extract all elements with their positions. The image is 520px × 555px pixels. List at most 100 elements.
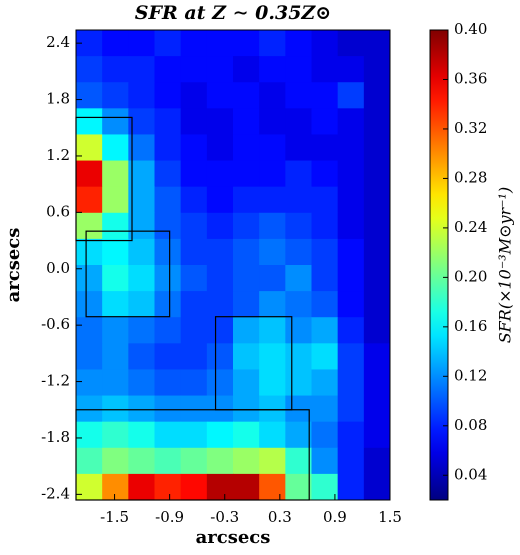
heat-cell <box>180 473 208 501</box>
heat-cell <box>233 160 260 188</box>
heat-cell <box>180 82 208 109</box>
heat-cell <box>154 134 182 162</box>
heat-cell <box>259 369 286 397</box>
heat-cell <box>311 134 339 162</box>
heat-cell <box>285 447 312 475</box>
colorbar-tick-label: 0.24 <box>454 218 487 236</box>
heat-cell <box>128 395 155 423</box>
heat-cell <box>233 265 260 292</box>
heat-cell <box>180 134 208 162</box>
heat-cell <box>154 186 182 214</box>
heat-cell <box>102 30 129 57</box>
heat-cell <box>102 160 129 188</box>
y-tick-label: -0.6 <box>41 315 70 333</box>
heat-cell <box>233 56 260 83</box>
heat-cell <box>363 160 391 188</box>
heat-cell <box>311 265 339 292</box>
x-tick-label: 1.5 <box>378 508 402 526</box>
heat-cell <box>363 265 391 292</box>
region-box <box>85 230 171 318</box>
heat-cell <box>206 56 234 83</box>
heat-cell <box>311 186 339 214</box>
heat-cell <box>180 447 208 475</box>
x-axis-label: arcsecs <box>196 527 271 548</box>
heat-cell <box>154 212 182 240</box>
heat-cell <box>311 369 339 397</box>
heat-cell <box>128 30 155 57</box>
heat-cell <box>206 343 234 370</box>
heat-cell <box>233 421 260 449</box>
x-tick-label: -0.9 <box>155 508 184 526</box>
heat-cell <box>311 473 339 501</box>
heat-cell <box>363 473 391 501</box>
heat-cell <box>337 265 365 292</box>
heat-cell <box>102 343 129 370</box>
heat-cell <box>233 108 260 135</box>
heat-cell <box>363 343 391 370</box>
heat-cell <box>337 473 365 501</box>
heat-cell <box>311 108 339 135</box>
heat-cell <box>76 369 103 397</box>
heat-cell <box>128 238 155 266</box>
heat-cell <box>363 317 391 344</box>
colorbar-label: SFR(×10⁻³M⊙yr⁻¹) <box>496 187 515 344</box>
y-tick-label: 0.6 <box>46 202 70 220</box>
heat-cell <box>128 447 155 475</box>
heat-cell <box>285 56 312 83</box>
heat-cell <box>285 108 312 135</box>
heat-cell <box>128 56 155 83</box>
heat-cell <box>76 238 103 266</box>
heat-cell <box>76 343 103 370</box>
heat-cell <box>206 212 234 240</box>
heat-cell <box>311 56 339 83</box>
heat-cell <box>233 238 260 266</box>
heat-cell <box>76 134 103 162</box>
heat-cell <box>206 369 234 397</box>
heat-cell <box>337 395 365 423</box>
heat-cell <box>363 56 391 83</box>
heat-cell <box>102 56 129 83</box>
heat-cell <box>128 82 155 109</box>
heat-cell <box>128 265 155 292</box>
y-tick-label: 0.0 <box>46 259 70 277</box>
heat-cell <box>337 30 365 57</box>
y-tick-label: -1.2 <box>41 372 70 390</box>
heat-cell <box>128 108 155 135</box>
heat-cell <box>180 212 208 240</box>
heat-cell <box>76 473 103 501</box>
heat-cell <box>180 238 208 266</box>
heat-cell <box>154 291 182 318</box>
heat-cell <box>337 56 365 83</box>
heat-cell <box>233 30 260 57</box>
heat-cell <box>285 395 312 423</box>
heat-cell <box>180 186 208 214</box>
heat-cell <box>154 395 182 423</box>
heat-cell <box>285 212 312 240</box>
heat-cell <box>128 317 155 344</box>
heat-cell <box>154 473 182 501</box>
heat-cell <box>102 473 129 501</box>
colorbar-tick-label: 0.36 <box>454 69 487 87</box>
heat-cell <box>233 212 260 240</box>
heat-cell <box>180 108 208 135</box>
heat-cell <box>259 212 286 240</box>
heat-cell <box>128 473 155 501</box>
heat-cell <box>285 238 312 266</box>
heat-cell <box>285 82 312 109</box>
heat-cell <box>102 291 129 318</box>
heat-cell <box>180 56 208 83</box>
heat-cell <box>128 160 155 188</box>
heat-cell <box>363 291 391 318</box>
heat-cell <box>180 265 208 292</box>
heat-cell <box>311 447 339 475</box>
heat-cell <box>311 395 339 423</box>
chart-title: SFR at Z ∼ 0.35Z⊙ <box>135 2 331 24</box>
colorbar-tick-label: 0.40 <box>454 20 487 38</box>
heat-cell <box>363 421 391 449</box>
heat-cell <box>285 421 312 449</box>
colorbar-tick-label: 0.20 <box>454 267 487 285</box>
heat-cell <box>76 395 103 423</box>
heat-cell <box>206 395 234 423</box>
heat-cell <box>128 343 155 370</box>
